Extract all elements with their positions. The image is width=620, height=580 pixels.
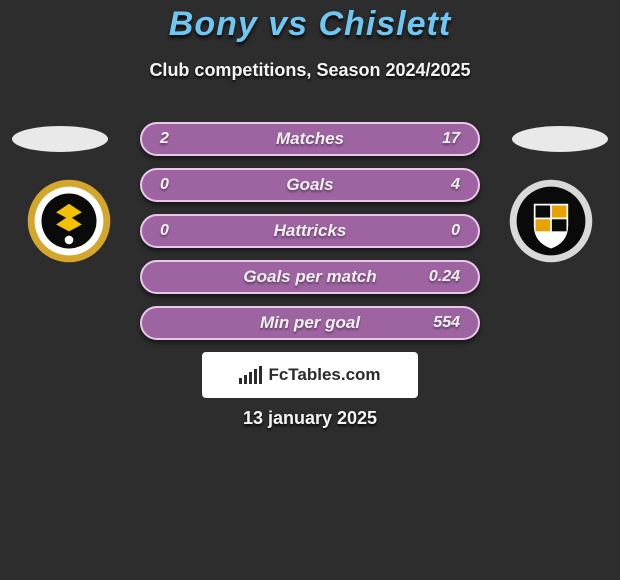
team-badge-right	[508, 178, 594, 264]
team-badge-left	[26, 178, 112, 264]
date-label: 13 january 2025	[0, 408, 620, 429]
badge-right-q1	[536, 206, 551, 218]
badge-right-q3	[536, 219, 551, 231]
page-title: Bony vs Chislett	[0, 5, 620, 44]
stat-label: Goals	[142, 175, 478, 195]
ellipse-left	[12, 126, 108, 152]
stat-label: Matches	[142, 129, 478, 149]
logo-box: FcTables.com	[202, 352, 418, 398]
badge-right-q4	[552, 219, 567, 231]
subtitle: Club competitions, Season 2024/2025	[0, 60, 620, 81]
ellipse-right	[512, 126, 608, 152]
stat-bar: 2Matches17	[140, 122, 480, 156]
stat-bar: 0Hattricks0	[140, 214, 480, 248]
stat-label: Min per goal	[142, 313, 478, 333]
stat-bar: Min per goal554	[140, 306, 480, 340]
bar-chart-icon	[239, 366, 262, 384]
title-text: Bony vs Chislett	[169, 5, 451, 43]
infographic-container: Bony vs Chislett Club competitions, Seas…	[0, 0, 620, 580]
date-text: 13 january 2025	[243, 408, 377, 428]
stat-bar: 0Goals4	[140, 168, 480, 202]
stat-bar: Goals per match0.24	[140, 260, 480, 294]
stat-label: Hattricks	[142, 221, 478, 241]
stat-label: Goals per match	[142, 267, 478, 287]
badge-left-ball	[65, 236, 74, 245]
badge-right-q2	[552, 206, 567, 218]
logo-text: FcTables.com	[268, 365, 380, 385]
subtitle-text: Club competitions, Season 2024/2025	[149, 60, 470, 80]
